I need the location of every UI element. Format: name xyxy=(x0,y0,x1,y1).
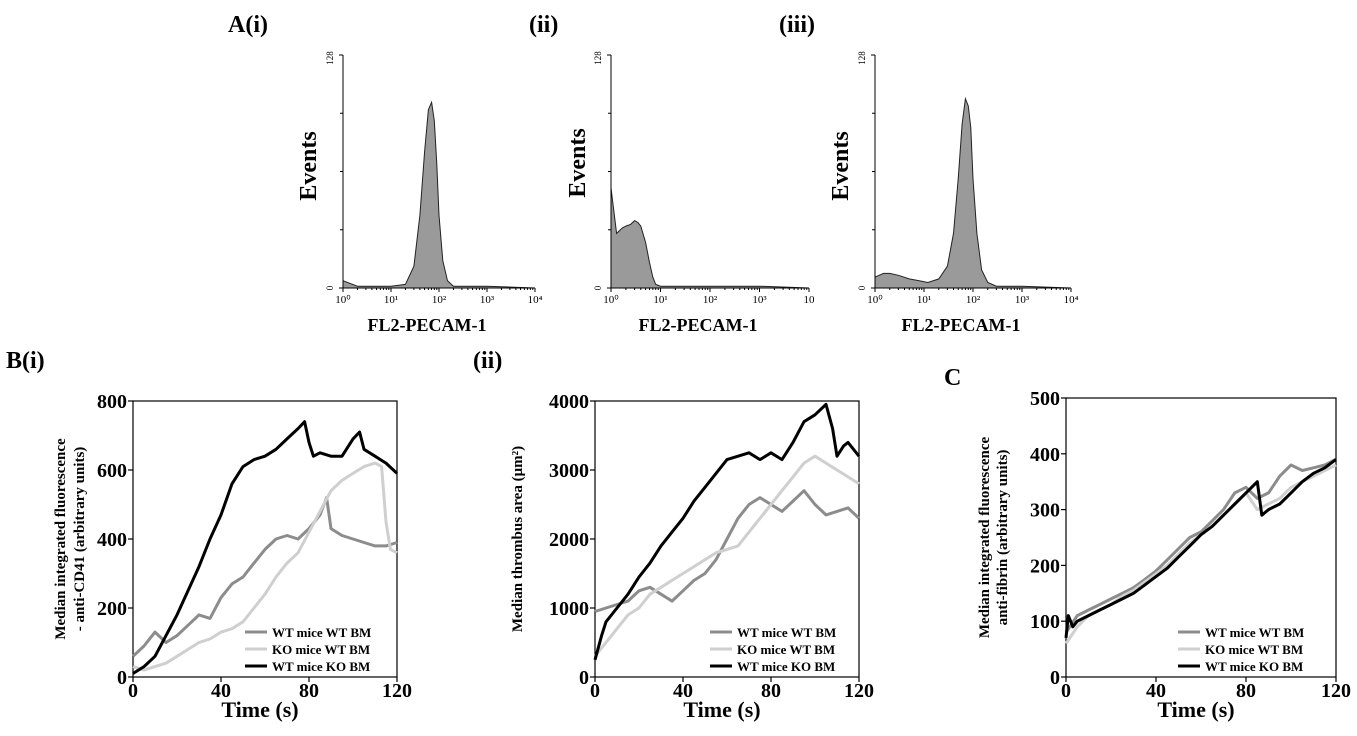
y-tick-label: 0 xyxy=(117,667,127,689)
legend-label: WT mice WT BM xyxy=(737,625,836,640)
x-tick-label: 120 xyxy=(382,680,412,702)
x-tick-label: 40 xyxy=(211,680,231,702)
x-tick-label: 10³ xyxy=(752,294,767,306)
legend-label: KO mice WT BM xyxy=(272,642,370,657)
x-tick-label: 10⁰ xyxy=(867,294,883,306)
y-tick-label: 128 xyxy=(857,51,867,65)
chart-a-iii: 0 128 10⁰ 10¹ 10² 10³ 10⁴ FL2-PECAM-1 Events xyxy=(828,51,1079,335)
chart-a-ii: 0 128 10⁰ 10¹ 10² 10³ 10 FL2-PECAM-1 Events xyxy=(565,51,815,335)
series-wt-wt-line xyxy=(131,496,398,658)
series-wt-wt-line xyxy=(594,489,861,613)
series-ko-wt-line xyxy=(132,461,398,672)
y-tick-label: 200 xyxy=(97,598,127,620)
series-ko-wt-line xyxy=(593,454,860,658)
x-axis-label: FL2-PECAM-1 xyxy=(368,315,487,335)
legend-label: WT mice KO BM xyxy=(272,659,370,674)
series-wt-wt-line xyxy=(1064,458,1337,634)
x-tick-label: 40 xyxy=(673,680,693,702)
x-tick-label: 80 xyxy=(761,680,781,702)
x-tick-label: 0 xyxy=(1061,680,1071,702)
panel-label-a-i: A(i) xyxy=(228,12,268,38)
x-tick-label: 10¹ xyxy=(653,294,667,306)
y-tick-label: 0 xyxy=(325,285,335,290)
y-axis-label: Events xyxy=(565,128,591,197)
x-tick-label: 10² xyxy=(432,294,447,306)
chart-c: 0 100 200 300 400 500 0 40 80 120 Time (s) Median i… xyxy=(977,388,1351,722)
legend-label: WT mice WT BM xyxy=(1205,625,1304,640)
y-tick-label: 0 xyxy=(593,285,603,290)
series-wt-ko-line xyxy=(132,420,399,675)
y-tick-label: 0 xyxy=(579,667,589,689)
x-tick-label: 80 xyxy=(299,680,319,702)
y-tick-label: 600 xyxy=(97,460,127,482)
legend-label: KO mice WT BM xyxy=(737,642,835,657)
y-tick-label: 0 xyxy=(1050,667,1060,689)
y-tick-label: 4000 xyxy=(549,391,589,413)
y-tick-label: 3000 xyxy=(549,460,589,482)
series-wt-ko-line xyxy=(1064,458,1337,639)
x-axis-label: Time (s) xyxy=(221,697,298,722)
panel-label-a-iii: (iii) xyxy=(779,12,815,38)
histogram-area xyxy=(874,96,1072,289)
y-tick-label: 1000 xyxy=(549,598,589,620)
panel-label-a-ii: (ii) xyxy=(529,12,558,38)
y-axis-label: Median thrombus area (μm²) xyxy=(510,446,526,632)
histogram-area xyxy=(342,100,536,289)
x-tick-label: 80 xyxy=(1236,680,1256,702)
x-tick-label: 10² xyxy=(966,294,981,306)
x-axis-label: Time (s) xyxy=(1157,697,1234,722)
y-tick-label: 300 xyxy=(1030,500,1060,522)
legend-label: WT mice KO BM xyxy=(737,659,835,674)
chart-b-i: 0 200 400 600 800 0 40 80 120 Time (s) Median inte… xyxy=(53,391,412,722)
plot-frame xyxy=(1065,397,1337,678)
y-tick-label: 400 xyxy=(97,529,127,551)
series-ko-wt-line xyxy=(1064,463,1337,645)
x-tick-label: 10³ xyxy=(1015,294,1030,306)
y-tick-label: 400 xyxy=(1030,444,1060,466)
y-tick-label: 800 xyxy=(97,391,127,413)
x-tick-label: 0 xyxy=(128,680,138,702)
x-tick-label: 0 xyxy=(590,680,600,702)
x-tick-label: 120 xyxy=(844,680,874,702)
panel-label-b-ii: (ii) xyxy=(473,348,502,374)
chart-b-ii: 0 1000 2000 3000 4000 0 40 80 120 Time (s) Median … xyxy=(510,391,874,722)
y-axis-label: Events xyxy=(828,131,854,200)
x-tick-label: 10¹ xyxy=(384,294,398,306)
x-tick-label: 10³ xyxy=(480,294,495,306)
x-tick-label: 40 xyxy=(1146,680,1166,702)
y-axis-label: anti-fibrin (arbitrary units) xyxy=(995,450,1011,626)
panel-label-c: C xyxy=(944,365,961,391)
y-tick-label: 0 xyxy=(857,285,867,290)
y-axis-label: Median integrated fluorescence xyxy=(53,438,69,640)
panel-label-b-i: B(i) xyxy=(6,348,45,374)
x-tick-label: 10² xyxy=(703,294,718,306)
y-tick-label: 200 xyxy=(1030,555,1060,577)
histogram-area xyxy=(610,187,810,289)
x-tick-label: 10⁴ xyxy=(528,294,543,306)
y-tick-label: 128 xyxy=(593,51,603,65)
y-axis-label: - anti-CD41 (arbitrary units) xyxy=(72,447,88,632)
y-axis-label: Events xyxy=(296,131,322,200)
x-tick-label: 10¹ xyxy=(917,294,931,306)
y-tick-label: 128 xyxy=(325,51,335,65)
x-axis-label: Time (s) xyxy=(683,697,760,722)
y-axis-label: Median integrated fluorescence xyxy=(977,436,993,638)
legend-label: WT mice KO BM xyxy=(1205,659,1303,674)
x-tick-label: 10⁴ xyxy=(1064,294,1079,306)
chart-a-i: 0 128 10⁰ 10¹ 10² 10³ 10⁴ FL2-PECAM-1 Events xyxy=(296,51,543,335)
x-tick-label: 10⁰ xyxy=(603,294,619,306)
y-tick-label: 2000 xyxy=(549,529,589,551)
x-tick-label: 10⁰ xyxy=(335,294,351,306)
y-tick-label: 100 xyxy=(1030,611,1060,633)
y-tick-label: 500 xyxy=(1030,388,1060,410)
legend-label: WT mice WT BM xyxy=(272,625,371,640)
x-tick-label: 120 xyxy=(1321,680,1351,702)
legend-label: KO mice WT BM xyxy=(1205,642,1303,657)
series-wt-ko-line xyxy=(593,402,861,661)
x-axis-label: FL2-PECAM-1 xyxy=(902,315,1021,335)
x-tick-label: 10 xyxy=(804,294,816,306)
x-axis-label: FL2-PECAM-1 xyxy=(639,315,758,335)
